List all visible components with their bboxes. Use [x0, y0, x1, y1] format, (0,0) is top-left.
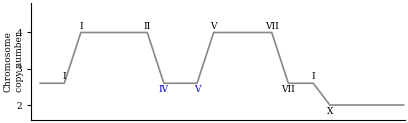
Text: VII: VII [265, 22, 279, 31]
Text: II: II [144, 22, 151, 31]
Text: I: I [62, 72, 66, 81]
Text: IV: IV [159, 85, 169, 94]
Text: I: I [311, 72, 315, 81]
Text: V: V [194, 85, 200, 94]
Text: X: X [327, 107, 333, 116]
Text: I: I [79, 22, 83, 31]
Y-axis label: Chromosome
copy number: Chromosome copy number [4, 31, 24, 92]
Text: V: V [211, 22, 217, 31]
Text: VII: VII [282, 85, 295, 94]
